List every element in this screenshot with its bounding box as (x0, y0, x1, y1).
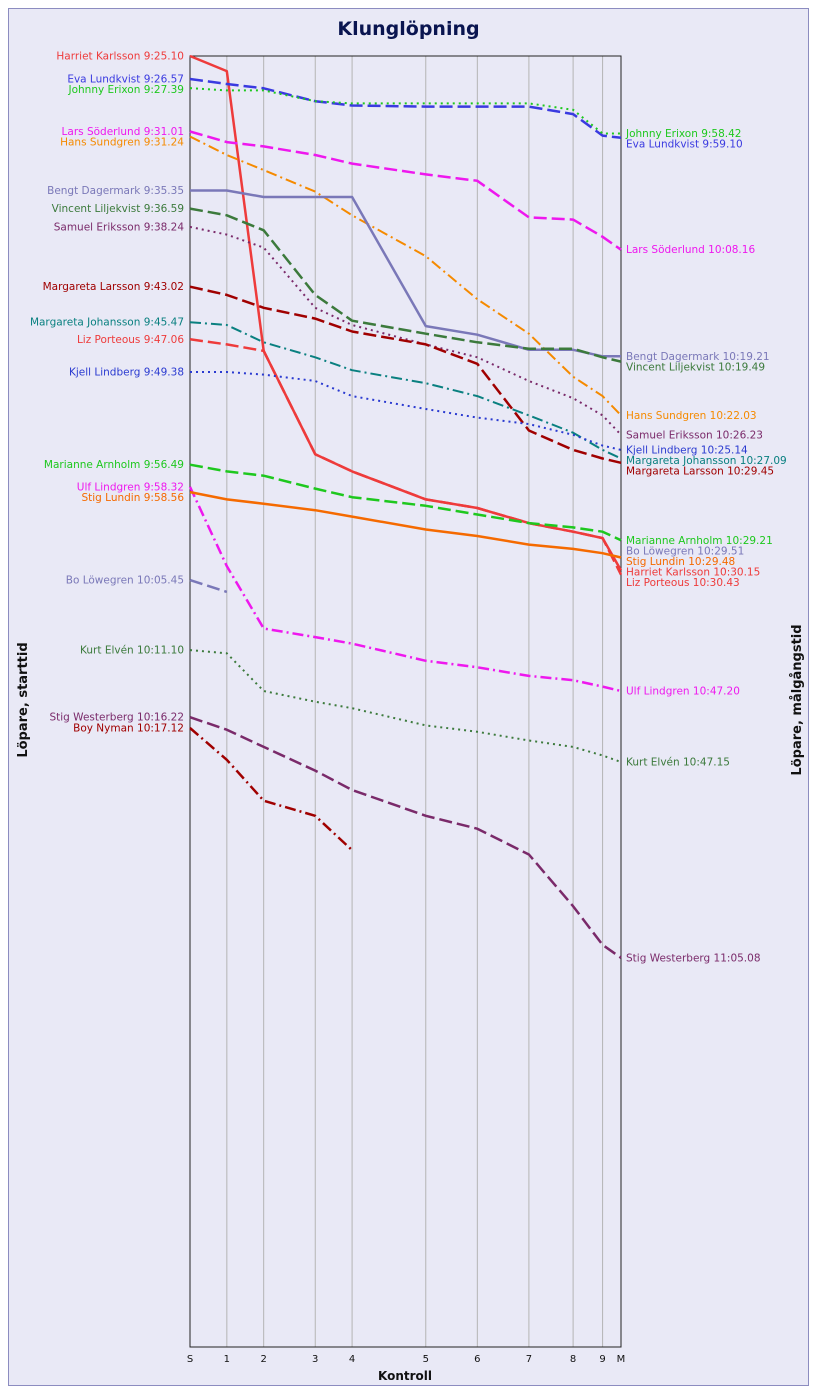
finish-label: Stig Westerberg 11:05.08 (626, 952, 761, 964)
series-line (189, 54, 623, 572)
y-axis-label-left: Löpare, starttid (16, 642, 31, 757)
series-line (189, 207, 622, 363)
series-line (188, 486, 622, 693)
finish-label: Harriet Karlsson 10:30.15 (626, 567, 760, 579)
finish-label: Stig Lundin 10:29.48 (626, 556, 735, 568)
series-line (189, 578, 228, 594)
series-line (189, 321, 622, 460)
start-label: Vincent Liljekvist 9:36.59 (52, 203, 184, 215)
y-axis-label-right: Löpare, målgångstid (790, 624, 805, 775)
start-label: Bengt Dagermark 9:35.35 (47, 185, 184, 197)
series-line (189, 77, 622, 140)
series-line (189, 490, 622, 559)
start-label: Boy Nyman 10:17.12 (73, 723, 184, 735)
x-tick-label: 7 (526, 1354, 532, 1365)
x-tick-label: 6 (474, 1354, 480, 1365)
start-label: Marianne Arnholm 9:56.49 (44, 459, 184, 471)
start-label: Kurt Elvén 10:11.10 (80, 645, 184, 657)
finish-label: Liz Porteous 10:30.43 (626, 577, 740, 589)
finish-label: Samuel Eriksson 10:26.23 (626, 429, 763, 441)
start-label: Margareta Johansson 9:45.47 (30, 317, 184, 329)
series-line (189, 285, 622, 465)
start-label: Kjell Lindberg 9:49.38 (69, 367, 184, 379)
finish-label: Johnny Erixon 9:58.42 (625, 128, 742, 140)
start-label: Bo Löwegren 10:05.45 (66, 575, 184, 587)
series-line (189, 130, 622, 251)
start-label: Margareta Larsson 9:43.02 (43, 281, 184, 293)
start-label: Stig Westerberg 10:16.22 (49, 712, 184, 724)
finish-label: Marianne Arnholm 10:29.21 (626, 535, 773, 547)
start-label: Liz Porteous 9:47.06 (77, 334, 184, 346)
finish-label: Margareta Johansson 10:27.09 (626, 455, 787, 467)
x-tick-label: 5 (423, 1354, 429, 1365)
finish-label: Bo Löwegren 10:29.51 (626, 546, 744, 558)
x-tick-labels: S 1 2 3 4 5 6 7 8 9 M (187, 1354, 626, 1365)
x-tick-label: M (617, 1354, 626, 1365)
finish-label: Eva Lundkvist 9:59.10 (626, 139, 743, 151)
finish-label: Ulf Lindgren 10:47.20 (626, 686, 740, 698)
x-tick-label: 2 (260, 1354, 266, 1365)
finish-label: Vincent Liljekvist 10:19.49 (626, 361, 765, 373)
series-line (189, 463, 622, 542)
series-line (189, 649, 622, 763)
finish-label: Margareta Larsson 10:29.45 (626, 465, 774, 477)
series-line (189, 716, 622, 959)
chart-title: Klunglöpning (337, 18, 480, 40)
finish-label: Kurt Elvén 10:47.15 (626, 757, 730, 769)
start-label: Lars Söderlund 9:31.01 (62, 126, 184, 138)
series-line (190, 371, 622, 451)
finish-label: Lars Söderlund 10:08.16 (626, 244, 755, 256)
x-axis-label: Kontroll (378, 1369, 432, 1383)
finish-label: Bengt Dagermark 10:19.21 (626, 351, 770, 363)
series-line (189, 87, 621, 135)
start-label: Eva Lundkvist 9:26.57 (67, 74, 184, 86)
series-line (189, 338, 623, 576)
start-label: Johnny Erixon 9:27.39 (68, 84, 185, 96)
finish-label: Hans Sundgren 10:22.03 (626, 410, 757, 422)
x-tick-label: 9 (599, 1354, 605, 1365)
x-tick-label: 3 (312, 1354, 318, 1365)
series-lines (188, 54, 623, 959)
series-line (189, 727, 353, 852)
start-label: Stig Lundin 9:58.56 (81, 492, 184, 504)
start-label: Samuel Eriksson 9:38.24 (54, 221, 185, 233)
start-label: Harriet Karlsson 9:25.10 (56, 51, 184, 63)
chart-frame (8, 8, 809, 1386)
x-tick-label: S (187, 1354, 193, 1365)
start-label: Hans Sundgren 9:31.24 (60, 137, 184, 149)
gridlines (226, 56, 604, 1347)
x-tick-label: 8 (570, 1354, 576, 1365)
runner-labels: Harriet Karlsson 9:25.10 Eva Lundkvist 9:… (30, 51, 787, 965)
x-tick-label: 1 (224, 1354, 230, 1365)
series-line (189, 135, 622, 417)
finish-label: Kjell Lindberg 10:25.14 (626, 444, 748, 456)
plot-area (189, 55, 622, 1348)
x-tick-label: 4 (349, 1354, 355, 1365)
start-label: Ulf Lindgren 9:58.32 (77, 481, 184, 493)
